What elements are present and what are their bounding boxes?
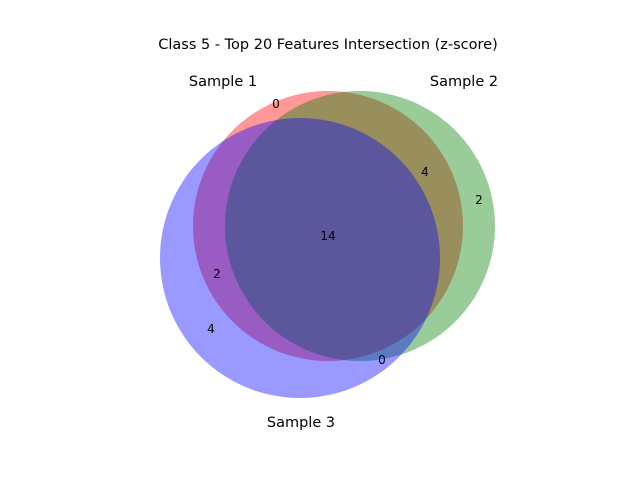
set-circle-sample-3 [160,118,440,398]
region-label-s3-only: 4 [207,322,215,336]
region-label-s2-only: 2 [475,193,483,207]
region-label-s1-s2: 4 [421,165,429,179]
set-label-sample-2: Sample 2 [430,74,498,90]
set-circle-sample-2 [225,91,495,361]
region-label-s2-s3: 0 [378,353,386,367]
region-label-all: 14 [320,229,335,243]
venn-circles [160,91,495,398]
region-label-s1-only: 0 [272,97,280,111]
chart-title: Class 5 - Top 20 Features Intersection (… [158,37,498,53]
set-label-sample-1: Sample 1 [189,74,257,90]
region-label-s1-s3: 2 [213,267,221,281]
set-label-sample-3: Sample 3 [267,415,335,431]
set-circle-sample-1 [193,91,463,361]
